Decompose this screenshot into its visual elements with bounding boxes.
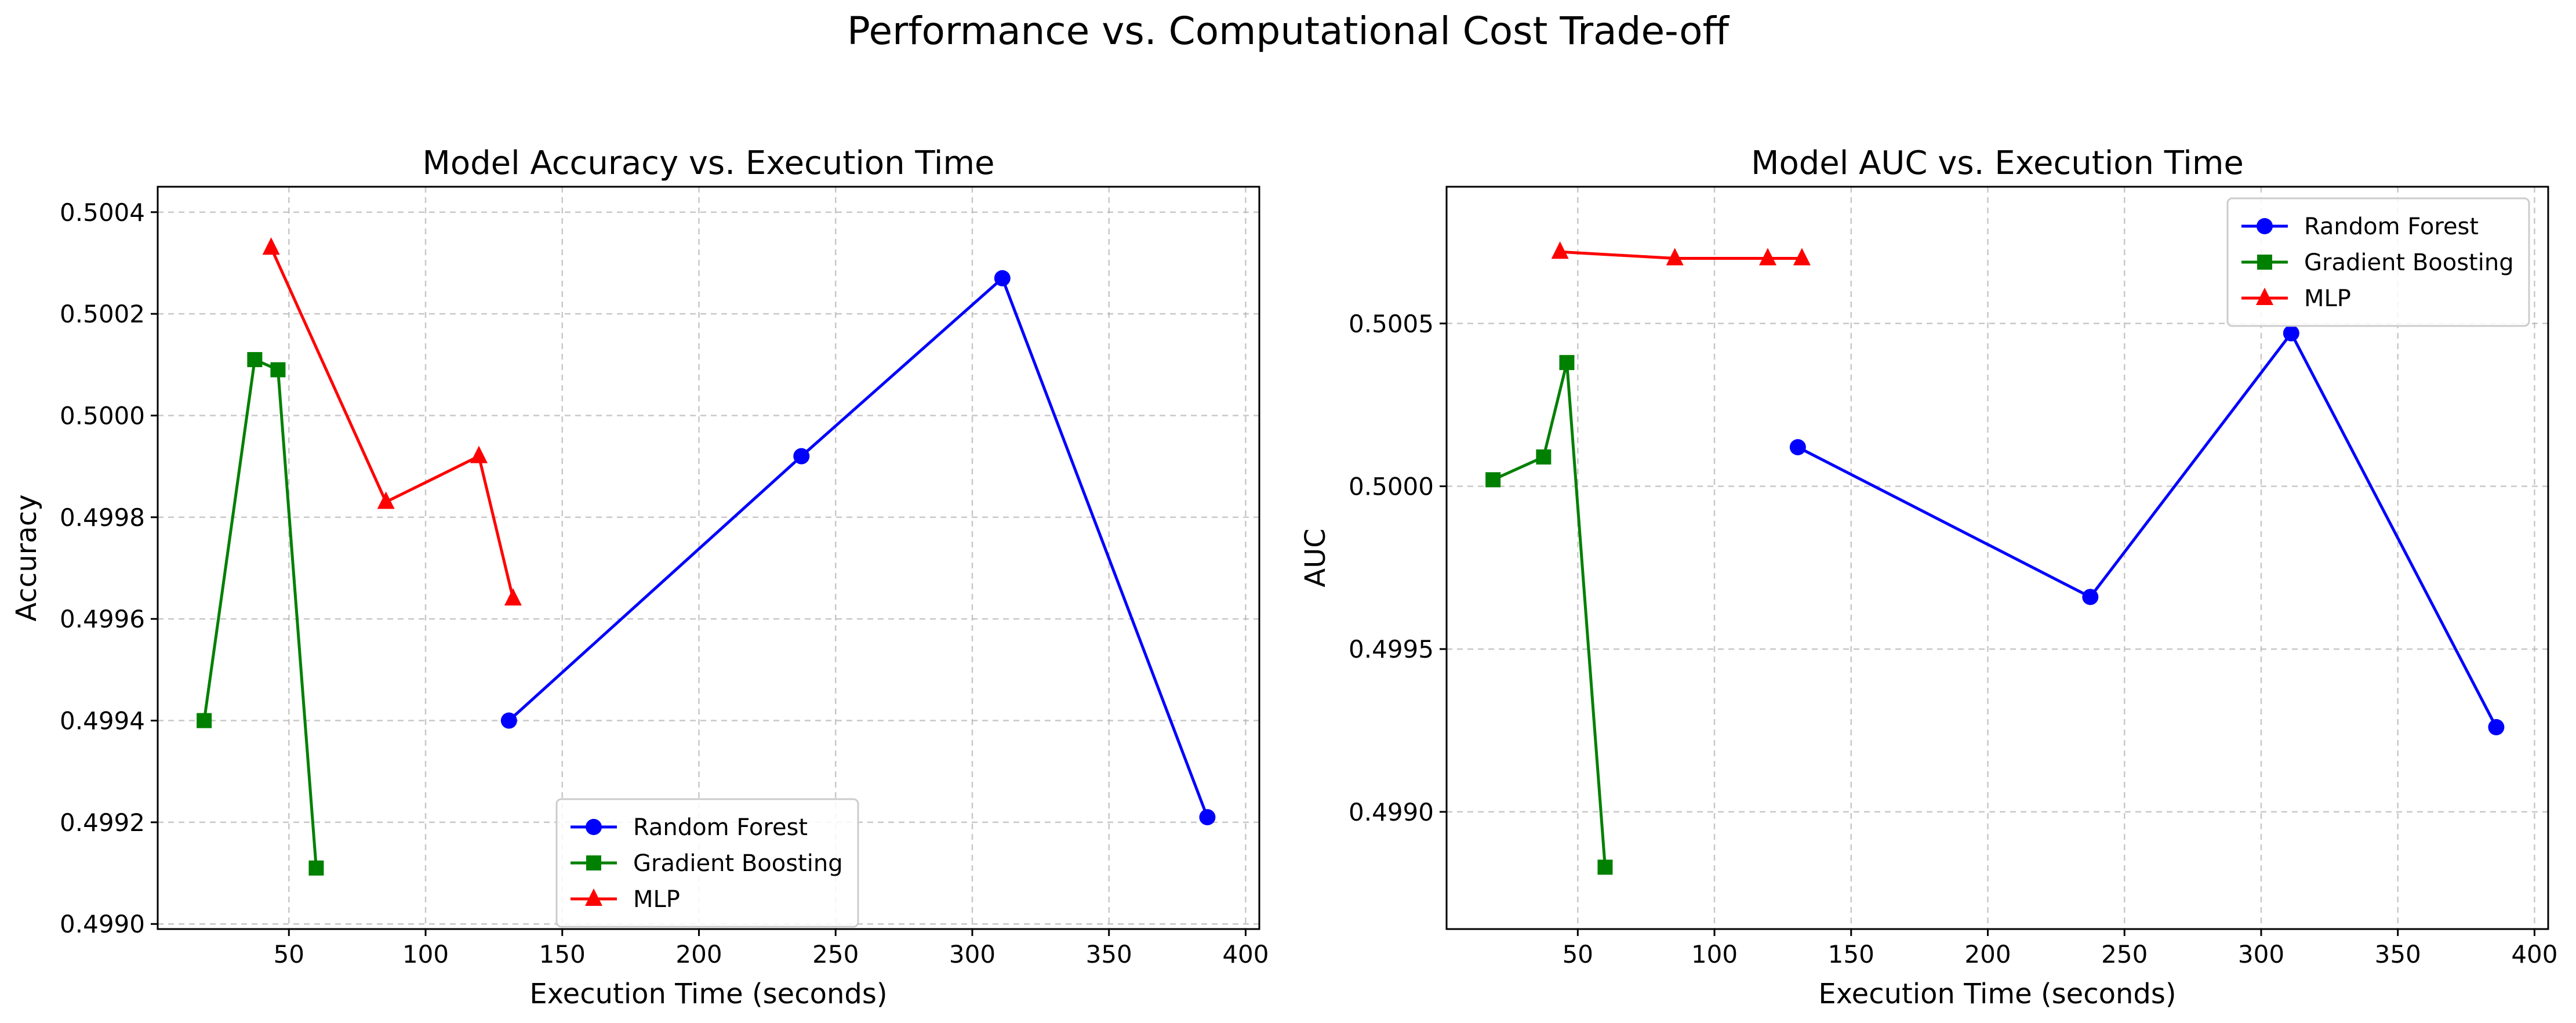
data-point	[500, 712, 517, 729]
data-point	[262, 237, 280, 255]
data-point	[1199, 809, 1216, 826]
legend-label: Gradient Boosting	[633, 850, 843, 877]
subplot-title: Model AUC vs. Execution Time	[1751, 144, 2244, 182]
y-tick-label: 0.5000	[60, 402, 145, 430]
y-tick-label: 0.4990	[1349, 798, 1434, 826]
legend-label: MLP	[2304, 285, 2351, 312]
data-point	[793, 448, 810, 465]
x-tick-label: 50	[274, 940, 304, 968]
axes-1: 50 100 150 200 250 300 350 400 0.4990 0.4992 0.499…	[10, 144, 1269, 1010]
data-point	[1551, 241, 1569, 259]
x-axis-label: Execution Time (seconds)	[529, 978, 887, 1010]
x-tick-label: 250	[812, 940, 859, 968]
series-mlp	[1551, 241, 1811, 266]
series-line	[1492, 361, 1607, 868]
data-point	[247, 352, 263, 368]
legend-handle	[2241, 255, 2288, 270]
data-point	[1597, 859, 1613, 875]
data-point	[1485, 472, 1501, 488]
x-tick-label: 200	[1964, 940, 2011, 968]
series-gradient-boosting	[197, 352, 324, 876]
x-tick-label: 100	[1691, 940, 1738, 968]
series-mlp	[262, 237, 522, 606]
y-tick-label: 0.4996	[60, 605, 145, 633]
x-tick-label: 100	[402, 940, 449, 968]
x-tick-label: 250	[2101, 940, 2148, 968]
legend: Random Forest Gradient Boosting MLP	[555, 798, 859, 928]
y-tick-label: 0.4990	[60, 910, 145, 938]
y-tick-label: 0.5002	[60, 300, 145, 328]
series-gradient-boosting	[1485, 355, 1613, 875]
data-point	[1666, 248, 1684, 266]
data-point	[2488, 719, 2505, 735]
data-point	[1789, 439, 1806, 456]
data-point	[1536, 449, 1552, 465]
series-line	[270, 247, 515, 599]
y-tick-label: 0.5004	[60, 198, 145, 227]
subplot-title: Model Accuracy vs. Execution Time	[423, 144, 995, 182]
legend-marker	[586, 855, 601, 870]
series-random-forest	[500, 270, 1216, 826]
legend-frame	[2226, 197, 2530, 327]
legend-handle	[2241, 288, 2288, 305]
y-tick-label: 0.4994	[60, 707, 145, 735]
y-axis-label: Accuracy	[10, 494, 43, 621]
axes-2: 50 100 150 200 250 300 350 400 0.4990 0.4995 0.500…	[1299, 144, 2558, 1010]
legend-marker	[585, 888, 602, 906]
y-tick-label: 0.5005	[1349, 310, 1434, 338]
x-tick-label: 150	[1828, 940, 1874, 968]
legend-handle	[571, 855, 617, 870]
data-point	[2082, 589, 2099, 605]
x-tick-label: 150	[539, 940, 586, 968]
y-tick-label: 0.4995	[1349, 635, 1434, 663]
x-tick-label: 300	[949, 940, 995, 968]
series-line	[1797, 332, 2498, 728]
x-tick-label: 400	[1222, 940, 1269, 968]
x-tick-label: 400	[2511, 940, 2557, 968]
legend-marker	[2257, 255, 2272, 270]
data-point	[994, 270, 1011, 286]
x-tick-label: 350	[1086, 940, 1132, 968]
y-tick-label: 0.4998	[60, 503, 145, 532]
x-tick-label: 300	[2238, 940, 2284, 968]
legend-label: Random Forest	[2304, 213, 2479, 240]
x-tick-label: 50	[1563, 940, 1593, 968]
data-point	[197, 713, 212, 728]
data-point	[470, 445, 488, 463]
data-point	[1559, 355, 1575, 371]
data-point	[2283, 325, 2299, 342]
series-random-forest	[1789, 325, 2505, 735]
legend: Random Forest Gradient Boosting MLP	[2226, 197, 2530, 327]
x-tick-label: 350	[2375, 940, 2421, 968]
legend-handle	[571, 819, 617, 835]
figure-title: Performance vs. Computational Cost Trade…	[847, 9, 1729, 53]
series-line	[1560, 250, 1802, 260]
legend-label: MLP	[633, 886, 680, 913]
y-tick-label: 0.4992	[60, 808, 145, 837]
data-point	[377, 491, 395, 509]
legend-handle	[2241, 218, 2288, 234]
legend-frame	[555, 798, 859, 928]
x-tick-label: 200	[675, 940, 722, 968]
data-point	[1793, 248, 1811, 266]
legend-marker	[2256, 288, 2273, 305]
series-line	[202, 358, 318, 868]
legend-label: Random Forest	[633, 814, 808, 841]
axes-frame	[157, 186, 1260, 930]
data-point	[504, 588, 522, 606]
legend-label: Gradient Boosting	[2304, 249, 2514, 276]
legend-marker	[586, 819, 602, 835]
legend-handle	[571, 888, 617, 906]
data-point	[308, 860, 324, 876]
series-line	[508, 277, 1209, 818]
y-tick-label: 0.5000	[1349, 472, 1434, 500]
x-axis-label: Execution Time (seconds)	[1818, 978, 2176, 1010]
axes-frame	[1445, 186, 2549, 930]
data-point	[1758, 248, 1776, 266]
y-axis-label: AUC	[1299, 528, 1332, 587]
data-point	[270, 362, 286, 378]
legend-marker	[2257, 218, 2273, 234]
